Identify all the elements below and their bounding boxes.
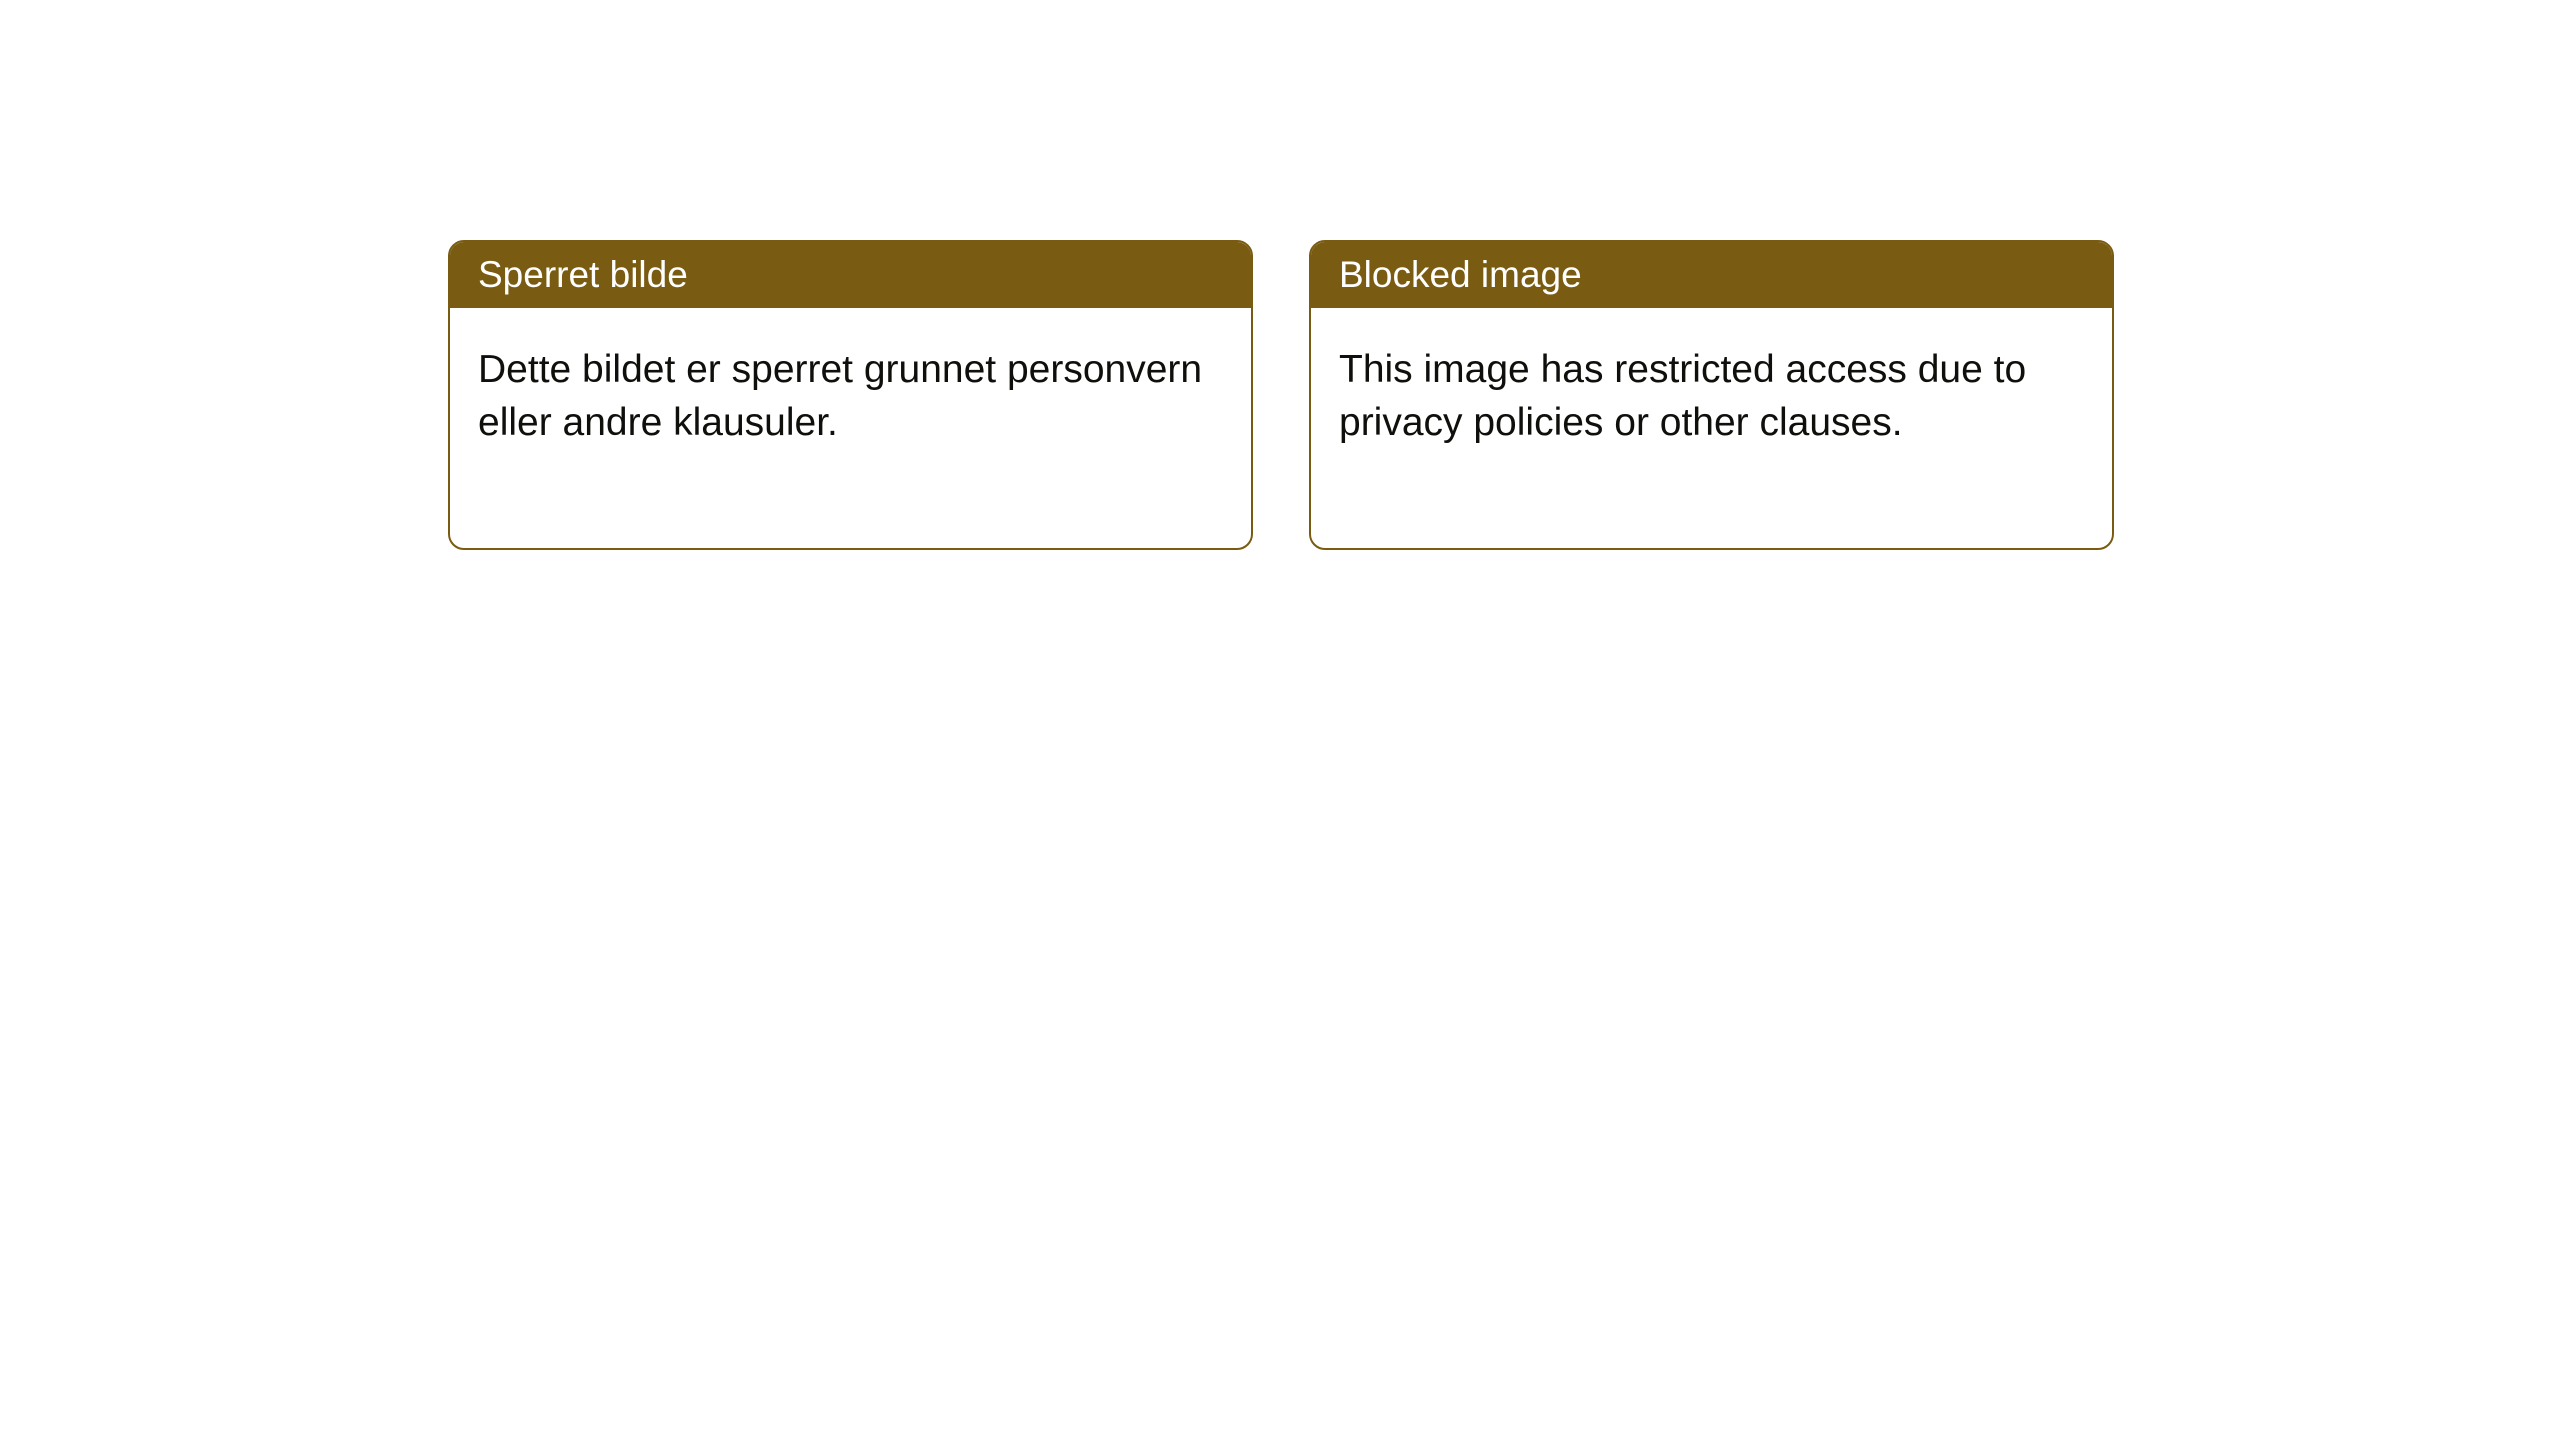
notice-card-norwegian: Sperret bilde Dette bildet er sperret gr…: [448, 240, 1253, 550]
card-header-text: Sperret bilde: [478, 254, 688, 295]
card-body-text: This image has restricted access due to …: [1339, 348, 2026, 444]
card-body: This image has restricted access due to …: [1311, 308, 2112, 548]
notice-cards-container: Sperret bilde Dette bildet er sperret gr…: [448, 240, 2114, 550]
card-header: Blocked image: [1311, 242, 2112, 308]
card-body-text: Dette bildet er sperret grunnet personve…: [478, 348, 1202, 444]
card-header-text: Blocked image: [1339, 254, 1582, 295]
notice-card-english: Blocked image This image has restricted …: [1309, 240, 2114, 550]
card-header: Sperret bilde: [450, 242, 1251, 308]
card-body: Dette bildet er sperret grunnet personve…: [450, 308, 1251, 548]
